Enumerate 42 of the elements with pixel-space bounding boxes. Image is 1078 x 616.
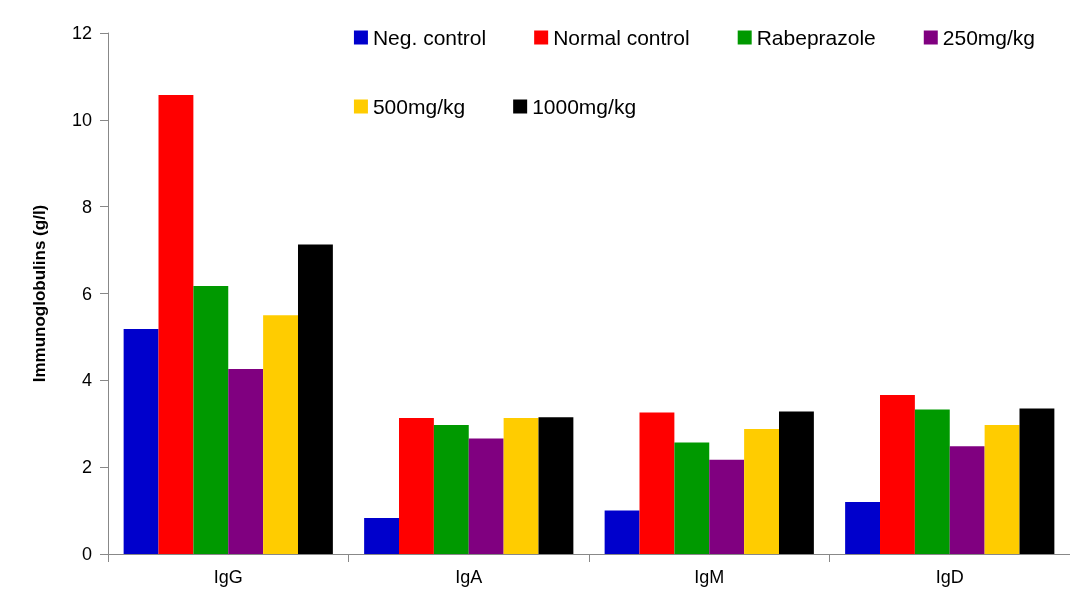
x-tick-label: IgA [455, 567, 483, 587]
bar [158, 95, 194, 554]
x-tick-label: IgM [694, 567, 725, 587]
legend-label: Neg. control [372, 26, 487, 49]
bar [845, 501, 881, 554]
bar [503, 418, 539, 554]
legend-label: Rabeprazole [756, 26, 876, 49]
y-tick-label: 12 [71, 23, 92, 43]
y-tick-label: 8 [81, 196, 92, 217]
bar [228, 369, 264, 554]
x-tick-label: IgG [213, 567, 243, 587]
legend-label: 1000mg/kg [532, 95, 637, 118]
legend-label: Normal control [553, 26, 690, 49]
bar [538, 417, 574, 554]
bar [123, 329, 159, 554]
bar [298, 244, 333, 554]
y-axis-title: Immunoglobulins (g/l) [30, 204, 49, 383]
bar [193, 286, 229, 554]
bar [984, 425, 1020, 554]
legend-label: 250mg/kg [942, 26, 1036, 49]
bar [674, 442, 710, 554]
bar [779, 411, 814, 554]
bar [263, 315, 298, 554]
bar [880, 395, 915, 554]
x-tick-label: IgD [935, 567, 964, 587]
legend-label: 500mg/kg [372, 95, 466, 118]
bar [433, 425, 469, 554]
y-tick-label: 4 [81, 370, 92, 391]
bar [949, 446, 985, 554]
bar [1019, 408, 1055, 554]
y-tick-label: 6 [81, 283, 92, 304]
bar [744, 428, 779, 554]
bar [914, 409, 950, 554]
bar [468, 438, 504, 554]
y-tick-label: 0 [81, 544, 92, 564]
bar [364, 517, 400, 554]
bar [399, 418, 434, 554]
y-tick-label: 2 [81, 457, 92, 478]
bar [604, 510, 640, 554]
bar [709, 459, 745, 554]
y-tick-label: 10 [71, 109, 92, 130]
bar [639, 412, 675, 554]
